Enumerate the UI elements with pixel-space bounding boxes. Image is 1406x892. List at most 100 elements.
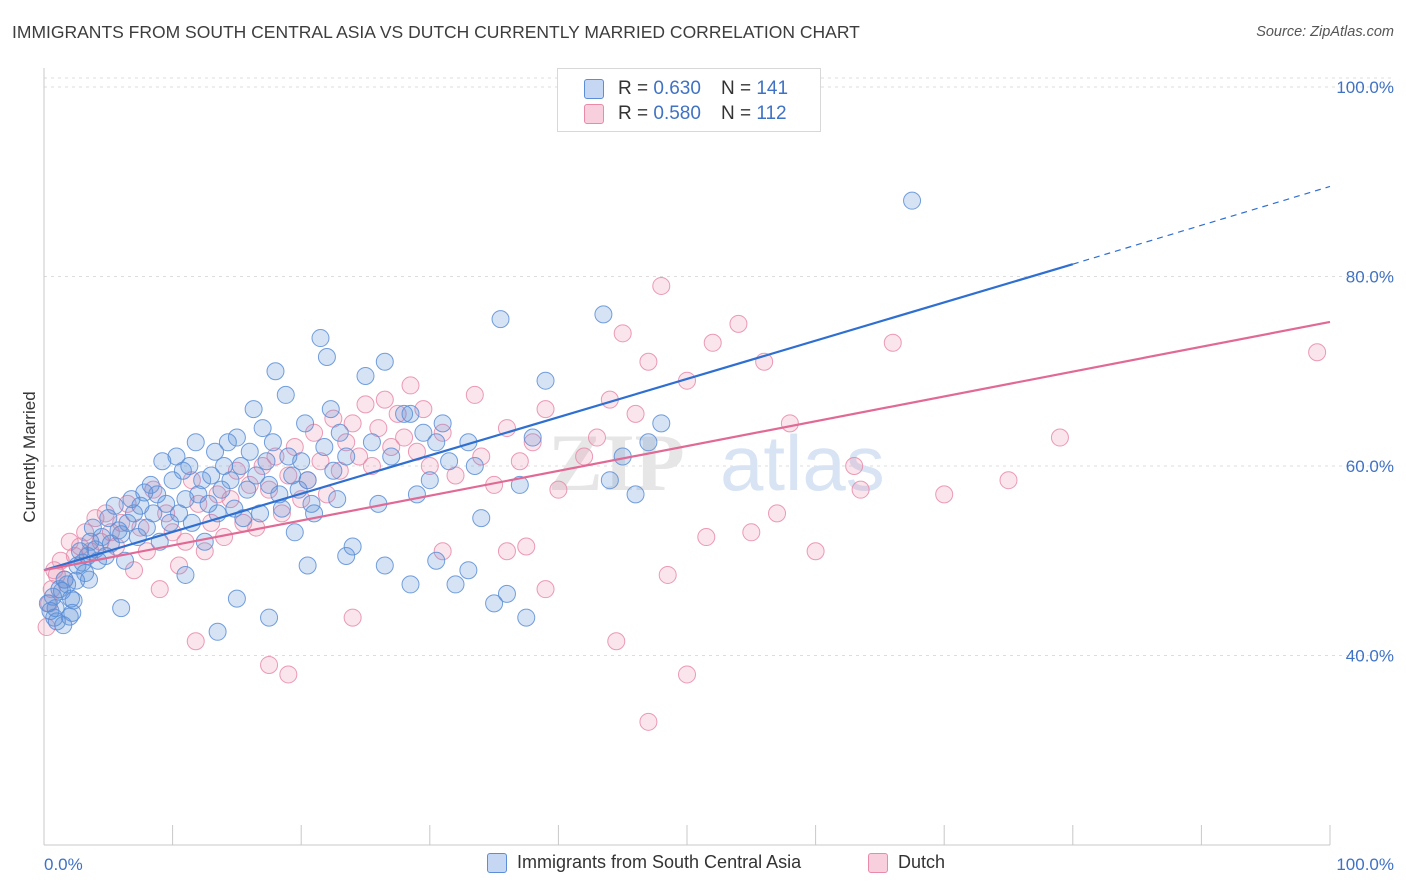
legend-swatch-blue — [487, 852, 507, 873]
point-south-central-asia — [173, 461, 192, 480]
point-south-central-asia — [240, 442, 259, 461]
point-south-central-asia — [231, 456, 250, 475]
point-south-central-asia — [382, 447, 401, 466]
point-south-central-asia — [639, 433, 658, 452]
point-south-central-asia — [285, 523, 304, 542]
point-south-central-asia — [199, 494, 218, 513]
point-south-central-asia — [195, 532, 214, 551]
point-south-central-asia — [157, 494, 176, 513]
legend-r-value: 0.630 — [653, 78, 701, 99]
trend-lines — [43, 185, 1331, 572]
legend-r-label: R = — [618, 103, 649, 124]
point-dutch — [195, 542, 214, 561]
point-dutch — [433, 542, 452, 561]
point-dutch — [613, 324, 632, 343]
point-south-central-asia — [238, 480, 257, 499]
point-dutch — [999, 471, 1018, 490]
point-south-central-asia — [337, 546, 356, 565]
point-south-central-asia — [193, 471, 212, 490]
point-dutch — [806, 542, 825, 561]
point-south-central-asia — [626, 485, 645, 504]
point-dutch — [517, 537, 536, 556]
point-south-central-asia — [161, 513, 180, 532]
point-dutch — [221, 490, 240, 509]
point-south-central-asia — [92, 528, 111, 547]
point-south-central-asia — [472, 509, 491, 528]
point-south-central-asia — [125, 504, 144, 523]
legend-n-label: N = — [720, 103, 752, 124]
point-south-central-asia — [260, 475, 279, 494]
point-dutch — [639, 712, 658, 731]
point-south-central-asia — [523, 428, 542, 447]
point-dutch — [607, 632, 626, 651]
point-dutch — [260, 480, 279, 499]
trend-line-extension — [1072, 185, 1331, 265]
point-south-central-asia — [465, 456, 484, 475]
point-south-central-asia — [315, 438, 334, 457]
point-south-central-asia — [328, 490, 347, 509]
point-south-central-asia — [62, 589, 81, 608]
point-dutch — [523, 433, 542, 452]
point-south-central-asia — [433, 414, 452, 433]
legend-item-dutch: Dutch — [868, 852, 945, 873]
point-south-central-asia — [80, 570, 99, 589]
legend-row-blue: R = 0.630 N = 141 — [584, 77, 788, 101]
point-south-central-asia — [375, 556, 394, 575]
point-south-central-asia — [600, 471, 619, 490]
point-dutch — [272, 504, 291, 523]
point-dutch — [186, 632, 205, 651]
point-south-central-asia — [148, 485, 167, 504]
point-south-central-asia — [440, 452, 459, 471]
point-south-central-asia — [163, 471, 182, 490]
point-south-central-asia — [263, 433, 282, 452]
point-south-central-asia — [83, 518, 102, 537]
point-dutch — [626, 404, 645, 423]
point-south-central-asia — [330, 423, 349, 442]
point-south-central-asia — [446, 575, 465, 594]
chart-title: IMMIGRANTS FROM SOUTH CENTRAL ASIA VS DU… — [12, 22, 860, 42]
point-south-central-asia — [427, 433, 446, 452]
point-dutch — [658, 565, 677, 584]
grid-lines — [44, 77, 1392, 656]
point-dutch — [60, 532, 79, 551]
point-dutch — [356, 395, 375, 414]
point-south-central-asia — [44, 587, 63, 606]
point-south-central-asia — [321, 400, 340, 419]
legend-label-south-central-asia: Immigrants from South Central Asia — [517, 852, 802, 872]
point-south-central-asia — [212, 480, 231, 499]
point-dutch — [851, 480, 870, 499]
point-dutch — [883, 333, 902, 352]
point-south-central-asia — [218, 433, 237, 452]
legend-swatch-pink — [868, 852, 888, 873]
legend-r-value: 0.580 — [653, 103, 701, 124]
legend-label-dutch: Dutch — [898, 852, 946, 872]
point-south-central-asia — [180, 456, 199, 475]
point-south-central-asia — [401, 404, 420, 423]
legend-item-south-central-asia: Immigrants from South Central Asia — [487, 852, 801, 873]
point-dutch — [343, 608, 362, 627]
y-tick-label: 40.0% — [1346, 646, 1394, 665]
point-dutch — [362, 456, 381, 475]
point-south-central-asia — [497, 584, 516, 603]
point-south-central-asia — [536, 371, 555, 390]
point-south-central-asia — [54, 616, 73, 635]
point-dutch — [729, 314, 748, 333]
point-south-central-asia — [324, 461, 343, 480]
point-south-central-asia — [234, 509, 253, 528]
point-dutch — [1050, 428, 1069, 447]
point-dutch — [845, 456, 864, 475]
point-south-central-asia — [401, 575, 420, 594]
legend-swatch-blue — [584, 79, 604, 99]
point-south-central-asia — [903, 191, 922, 210]
y-axis-label: Currently Married — [20, 391, 39, 522]
point-dutch — [240, 475, 259, 494]
point-south-central-asia — [202, 466, 221, 485]
axes — [43, 68, 1331, 846]
legend-row-pink: R = 0.580 N = 112 — [584, 102, 787, 126]
point-dutch — [697, 528, 716, 547]
point-south-central-asia — [395, 404, 414, 423]
trend-line-south-central-asia — [43, 263, 1074, 572]
legend-swatch-pink — [584, 104, 604, 124]
point-south-central-asia — [221, 471, 240, 490]
